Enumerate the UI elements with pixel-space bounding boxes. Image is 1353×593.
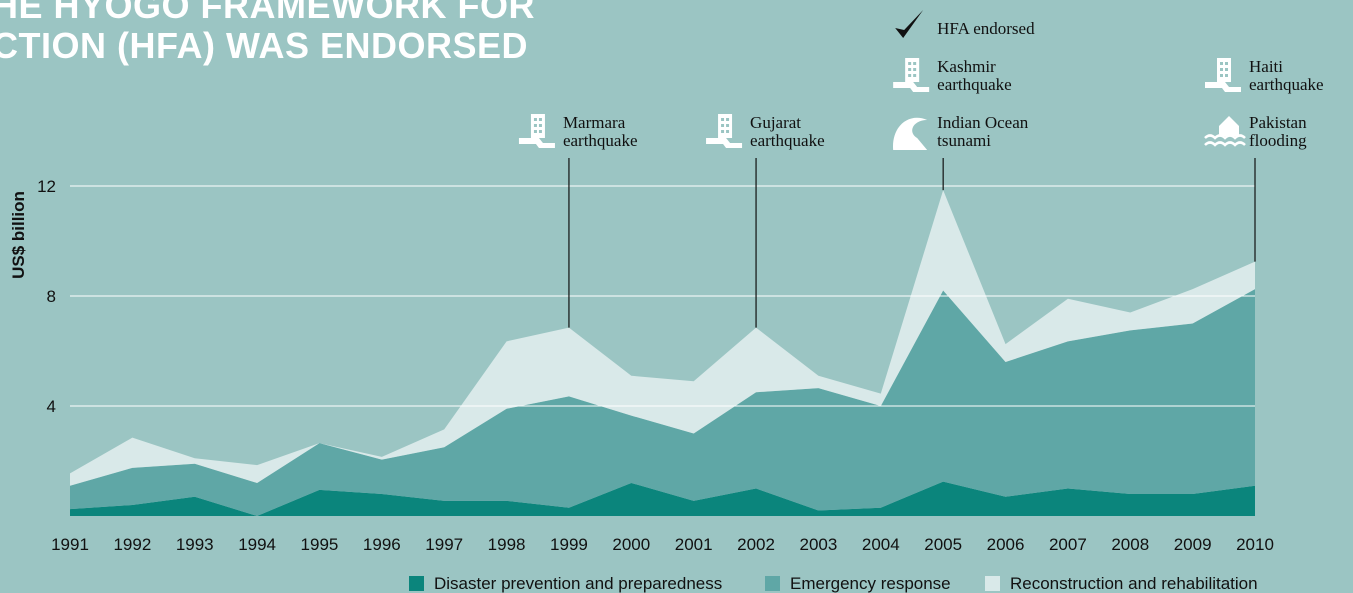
x-tick-label: 1995 bbox=[301, 535, 339, 554]
window bbox=[1225, 62, 1228, 65]
chart-title: HE HYOGO FRAMEWORK FOR bbox=[0, 0, 535, 26]
building-icon bbox=[1217, 58, 1231, 82]
x-tick-label: 2001 bbox=[675, 535, 713, 554]
y-tick-label: 8 bbox=[47, 287, 56, 306]
annotation-text: flooding bbox=[1249, 131, 1307, 150]
window bbox=[533, 118, 537, 121]
chart-title: CTION (HFA) WAS ENDORSED bbox=[0, 25, 528, 66]
ground-icon bbox=[518, 138, 555, 148]
x-tick-label: 2005 bbox=[924, 535, 962, 554]
annotation-text: Haiti bbox=[1249, 57, 1283, 76]
window bbox=[726, 124, 730, 127]
window bbox=[1225, 68, 1228, 71]
window bbox=[721, 130, 725, 133]
legend-label: Disaster prevention and preparedness bbox=[434, 574, 722, 593]
x-tick-label: 2009 bbox=[1174, 535, 1212, 554]
window bbox=[913, 74, 917, 77]
window bbox=[1220, 68, 1223, 71]
x-tick-label: 1991 bbox=[51, 535, 89, 554]
x-tick-label: 1993 bbox=[176, 535, 214, 554]
annotation-text: tsunami bbox=[937, 131, 991, 150]
x-tick-label: 1996 bbox=[363, 535, 401, 554]
x-tick-label: 2010 bbox=[1236, 535, 1274, 554]
annotation-text: Indian Ocean bbox=[937, 113, 1029, 132]
x-tick-label: 2000 bbox=[612, 535, 650, 554]
x-tick-label: 2002 bbox=[737, 535, 775, 554]
building-icon bbox=[905, 58, 920, 82]
annotation-text: Marmara bbox=[563, 113, 626, 132]
ground-icon bbox=[893, 82, 930, 92]
window bbox=[533, 130, 537, 133]
x-tick-label: 1994 bbox=[238, 535, 276, 554]
area bbox=[70, 190, 1255, 486]
window bbox=[908, 74, 912, 77]
window bbox=[726, 130, 730, 133]
window bbox=[1220, 62, 1223, 65]
x-tick-label: 1998 bbox=[488, 535, 526, 554]
area bbox=[70, 481, 1255, 516]
window bbox=[726, 118, 730, 121]
x-tick-label: 2007 bbox=[1049, 535, 1087, 554]
window bbox=[913, 62, 917, 65]
annotation-text: Gujarat bbox=[750, 113, 801, 132]
ground-icon bbox=[1205, 82, 1241, 92]
x-tick-label: 2004 bbox=[862, 535, 900, 554]
window bbox=[538, 118, 542, 121]
y-axis-label: US$ billion bbox=[9, 191, 28, 279]
window bbox=[538, 124, 542, 127]
water-icon bbox=[1204, 134, 1246, 140]
y-tick-label: 12 bbox=[37, 177, 56, 196]
legend-swatch bbox=[409, 576, 424, 591]
annotation-text: Kashmir bbox=[937, 57, 996, 76]
x-tick-label: 1997 bbox=[425, 535, 463, 554]
building-icon bbox=[718, 114, 733, 138]
annotation-text: earthquake bbox=[937, 75, 1012, 94]
annotation-text: earthquake bbox=[750, 131, 825, 150]
ground-icon bbox=[706, 138, 743, 148]
legend-label: Reconstruction and rehabilitation bbox=[1010, 574, 1258, 593]
y-tick-label: 4 bbox=[47, 397, 56, 416]
legend-swatch bbox=[985, 576, 1000, 591]
legend-label: Emergency response bbox=[790, 574, 951, 593]
x-tick-label: 1999 bbox=[550, 535, 588, 554]
window bbox=[908, 62, 912, 65]
x-tick-label: 2003 bbox=[800, 535, 838, 554]
legend-swatch bbox=[765, 576, 780, 591]
annotation-text: HFA endorsed bbox=[937, 19, 1035, 38]
check-icon bbox=[895, 10, 924, 38]
window bbox=[913, 68, 917, 71]
x-tick-label: 2006 bbox=[987, 535, 1025, 554]
window bbox=[533, 124, 537, 127]
annotation-text: earthquake bbox=[563, 131, 638, 150]
window bbox=[721, 118, 725, 121]
window bbox=[721, 124, 725, 127]
water-icon bbox=[1204, 141, 1246, 147]
window bbox=[1220, 74, 1223, 77]
window bbox=[1225, 74, 1228, 77]
building-icon bbox=[530, 114, 545, 138]
x-tick-label: 2008 bbox=[1111, 535, 1149, 554]
area bbox=[70, 289, 1255, 516]
annotation-text: Pakistan bbox=[1249, 113, 1307, 132]
house-icon bbox=[1219, 116, 1239, 136]
window bbox=[538, 130, 542, 133]
x-tick-label: 1992 bbox=[113, 535, 151, 554]
window bbox=[908, 68, 912, 71]
annotation-text: earthquake bbox=[1249, 75, 1324, 94]
wave-icon bbox=[893, 117, 928, 150]
